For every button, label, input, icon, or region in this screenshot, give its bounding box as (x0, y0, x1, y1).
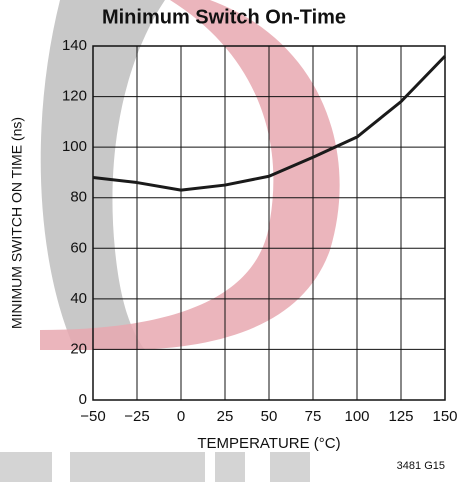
x-tick-label: 125 (388, 408, 413, 425)
x-tick-label: −50 (80, 408, 105, 425)
x-tick-label: 100 (344, 408, 369, 425)
chart-title: Minimum Switch On-Time (102, 6, 346, 28)
x-tick-label: 50 (261, 408, 278, 425)
y-axis-label: MINIMUM SWITCH ON TIME (ns) (9, 117, 25, 329)
watermark (0, 0, 340, 482)
figure-id: 3481 G15 (397, 460, 445, 472)
y-tick-label: 140 (62, 37, 87, 54)
x-tick-label: −25 (124, 408, 149, 425)
x-tick-label: 150 (432, 408, 457, 425)
x-tick-label: 75 (305, 408, 322, 425)
data-line (92, 55, 447, 192)
y-tick-label: 120 (62, 88, 87, 105)
y-tick-label: 20 (70, 340, 87, 357)
y-tick-label: 100 (62, 138, 87, 155)
plot-frame (92, 45, 446, 401)
x-axis-label: TEMPERATURE (°C) (197, 435, 340, 452)
y-tick-label: 80 (70, 189, 87, 206)
x-tick-label: 0 (177, 408, 185, 425)
y-tick-label: 60 (70, 239, 87, 256)
x-tick-label: 25 (217, 408, 234, 425)
y-tick-label: 0 (79, 391, 87, 408)
y-tick-label: 40 (70, 290, 87, 307)
